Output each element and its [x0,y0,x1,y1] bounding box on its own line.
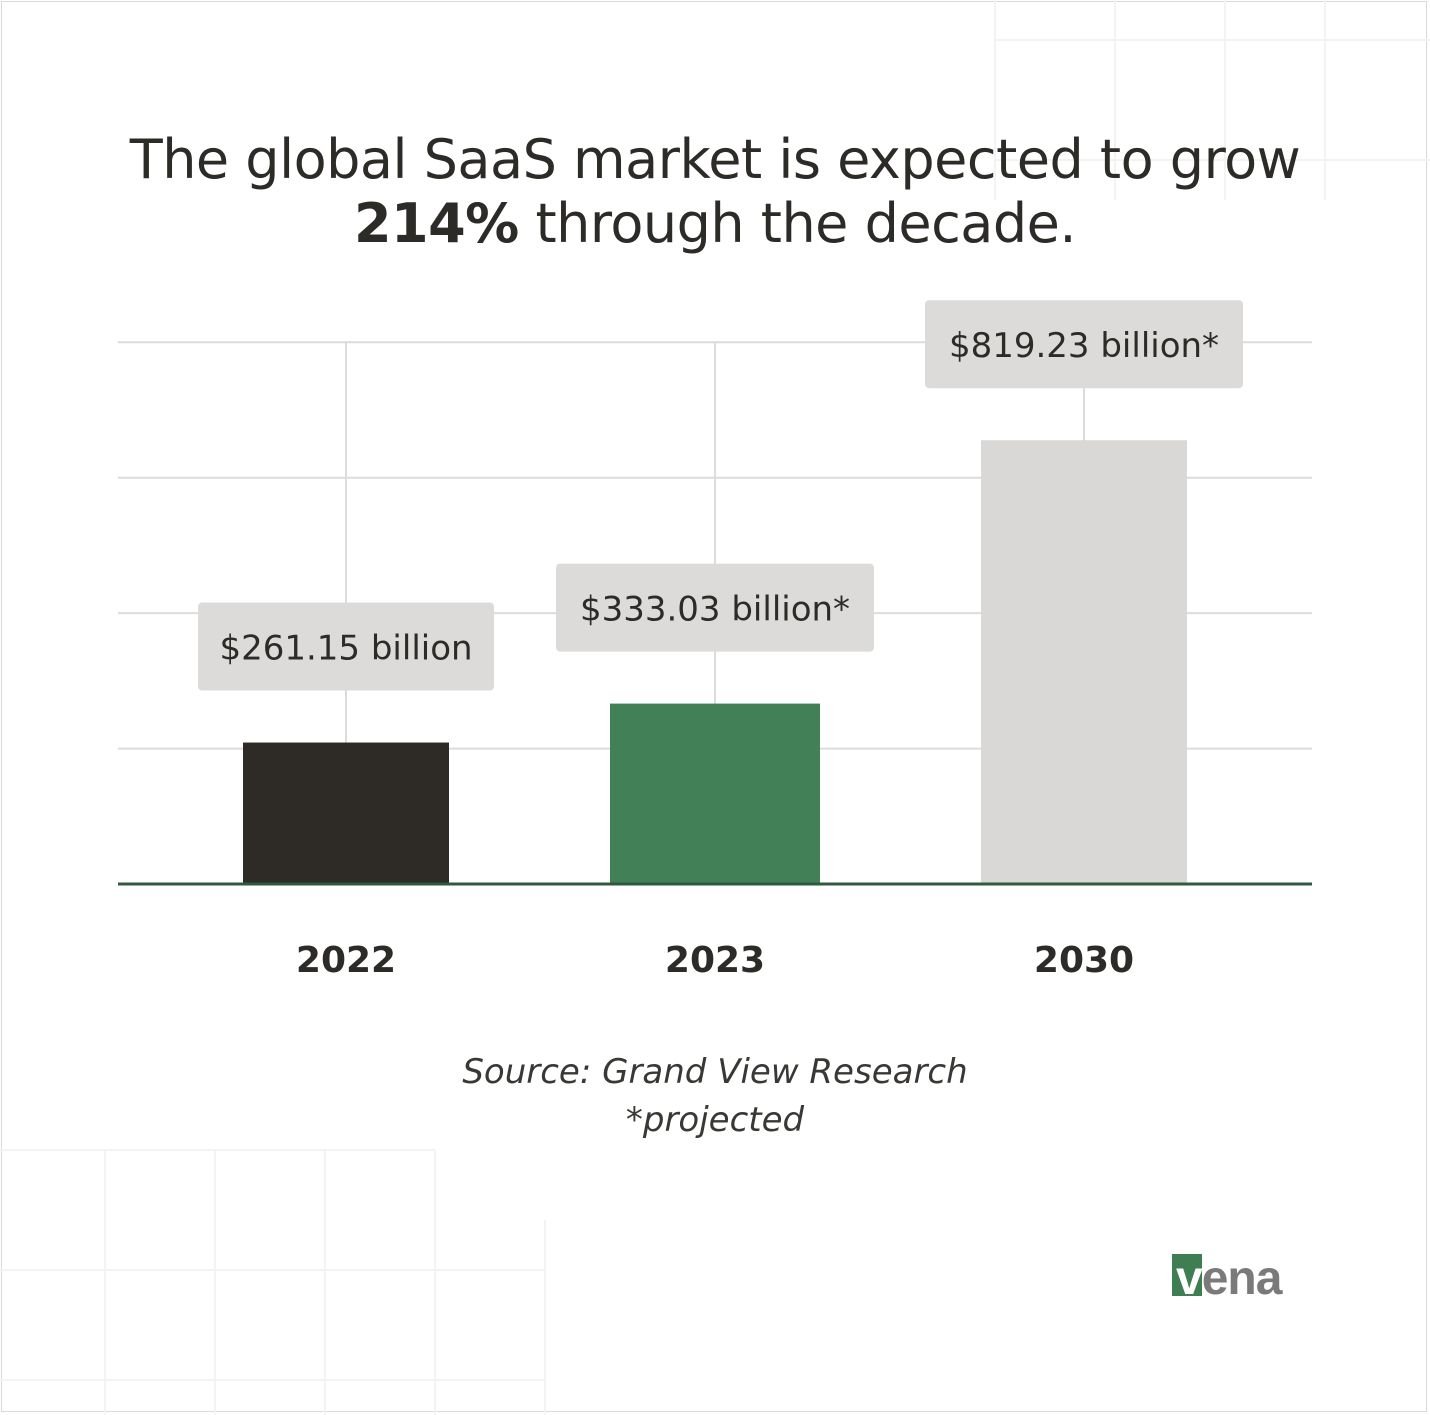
title-text-start: The global SaaS market is expected to gr… [129,128,1301,192]
data-labels: $261.15 billion $333.03 billion* $819.23 b… [198,300,1243,691]
bar-2030 [981,440,1187,884]
vena-logo: vena [1172,1252,1284,1300]
bars [243,440,1187,884]
data-label-text: $333.03 billion* [580,590,850,630]
title-highlight: 214% [353,192,519,256]
data-label-2022: $261.15 billion [198,602,494,691]
data-label-box [925,300,1243,389]
x-tick-label-2030: 2030 [1034,940,1134,981]
bar-2023 [610,703,820,884]
data-label-2023: $333.03 billion* [556,563,874,652]
x-tick-label-2022: 2022 [296,940,396,981]
data-label-text: $819.23 billion* [949,326,1219,366]
x-axis-tick-labels: 2022 2023 2030 [296,940,1134,981]
chart-title: The global SaaS market is expected to gr… [115,128,1315,256]
svg-text:vena: vena [1176,1252,1283,1300]
source-citation: Source: Grand View Research [462,1052,968,1092]
projected-footnote: *projected [625,1100,805,1140]
data-label-box [198,602,494,691]
title-text-end: through the decade. [518,192,1077,256]
data-label-box [556,563,874,652]
bar-2022 [243,742,449,884]
source-note: Source: Grand View Research *projected [315,1048,1115,1144]
x-tick-label-2023: 2023 [665,940,765,981]
data-label-2030: $819.23 billion* [925,300,1243,389]
data-label-text: $261.15 billion [219,629,472,669]
